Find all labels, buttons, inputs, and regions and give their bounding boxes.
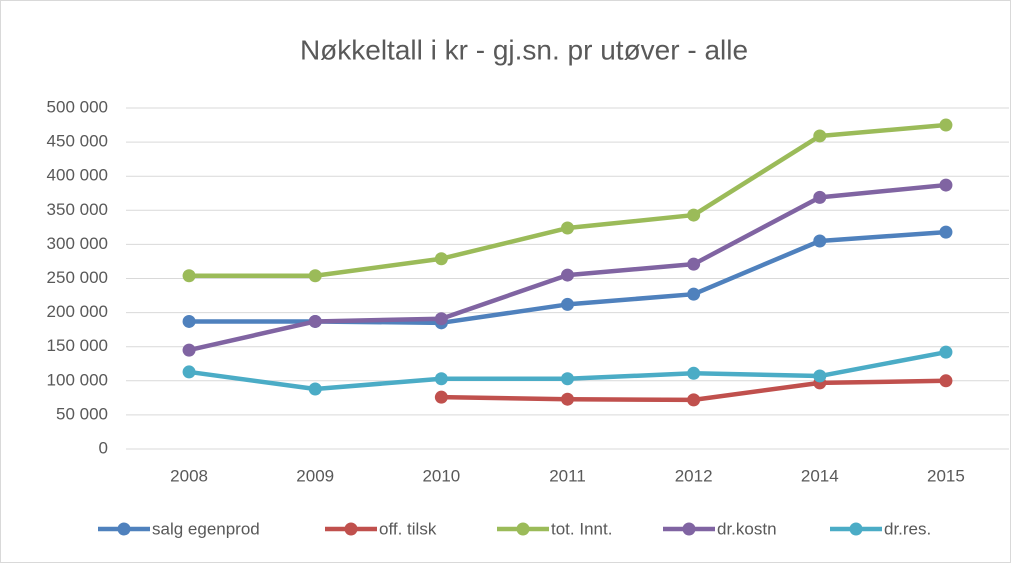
y-tick-label: 150 000 <box>47 336 108 355</box>
data-point <box>939 118 953 132</box>
y-tick-label: 250 000 <box>47 268 108 287</box>
data-point <box>939 178 953 192</box>
x-tick-label: 2011 <box>549 466 586 485</box>
data-point <box>434 312 448 326</box>
legend-marker <box>849 522 863 536</box>
data-point <box>813 190 827 204</box>
x-tick-label: 2009 <box>296 466 334 485</box>
legend-label: salg egenprod <box>152 519 260 538</box>
legend-marker <box>682 522 696 536</box>
y-tick-label: 100 000 <box>47 370 108 389</box>
data-point <box>434 252 448 266</box>
y-tick-label: 500 000 <box>47 97 108 116</box>
legend-marker <box>516 522 530 536</box>
x-tick-label: 2008 <box>170 466 208 485</box>
data-point <box>182 269 196 283</box>
legend-label: dr.kostn <box>717 519 777 538</box>
legend-label: tot. Innt. <box>551 519 612 538</box>
data-point <box>687 393 701 407</box>
data-point <box>434 372 448 386</box>
legend-marker <box>344 522 358 536</box>
y-tick-label: 350 000 <box>47 200 108 219</box>
x-tick-label: 2014 <box>801 466 839 485</box>
data-point <box>813 369 827 383</box>
y-tick-label: 0 <box>99 438 108 457</box>
data-point <box>434 390 448 404</box>
data-point <box>561 268 574 282</box>
chart-title: Nøkkeltall i kr - gj.sn. pr utøver - all… <box>300 34 748 65</box>
data-point <box>687 257 701 271</box>
x-tick-label: 2012 <box>675 466 713 485</box>
data-point <box>308 314 322 328</box>
data-point <box>687 287 701 301</box>
y-tick-label: 50 000 <box>56 404 108 423</box>
data-point <box>182 314 196 328</box>
legend-label: off. tilsk <box>379 519 437 538</box>
data-point <box>939 345 953 359</box>
data-point <box>687 208 701 222</box>
data-point <box>561 297 574 311</box>
x-tick-label: 2015 <box>927 466 965 485</box>
data-point <box>182 343 196 357</box>
data-point <box>687 366 701 380</box>
y-tick-label: 300 000 <box>47 234 108 253</box>
data-point <box>813 129 827 143</box>
data-point <box>939 225 953 239</box>
legend-label: dr.res. <box>884 519 931 538</box>
data-point <box>561 372 574 386</box>
y-tick-label: 400 000 <box>47 166 108 185</box>
y-tick-label: 200 000 <box>47 302 108 321</box>
data-point <box>182 365 196 379</box>
data-point <box>813 234 827 248</box>
y-tick-label: 450 000 <box>47 132 108 151</box>
data-point <box>561 221 574 235</box>
data-point <box>939 374 953 388</box>
data-point <box>561 392 574 406</box>
legend-marker <box>117 522 131 536</box>
data-point <box>308 382 322 396</box>
x-tick-label: 2010 <box>422 466 460 485</box>
data-point <box>308 269 322 283</box>
